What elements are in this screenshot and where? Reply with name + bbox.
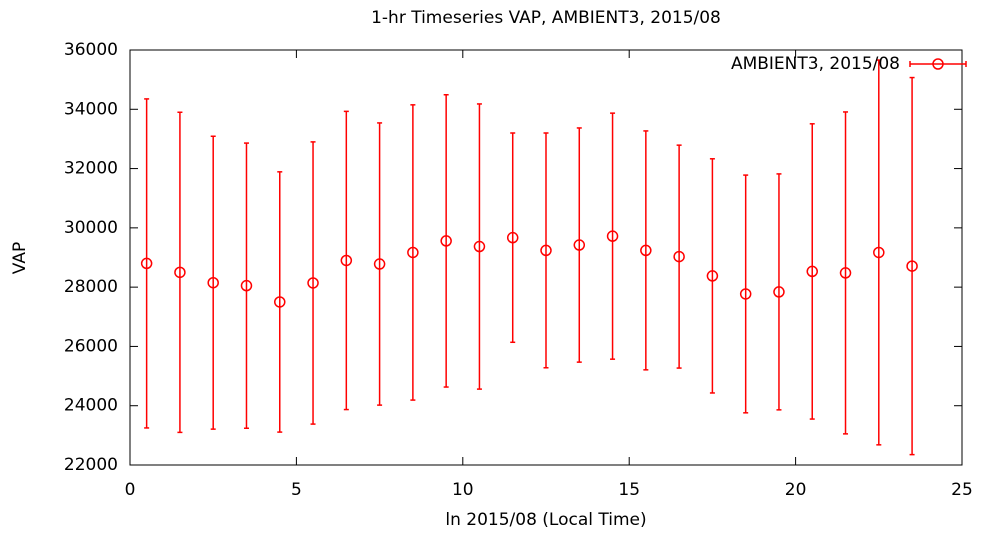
point: [373, 258, 386, 270]
point: [140, 257, 153, 270]
point: [174, 266, 186, 279]
point: [440, 235, 452, 247]
point: [773, 286, 785, 298]
point: [873, 246, 885, 259]
x-tick-label: 5: [291, 480, 302, 500]
y-tick-label: 32000: [64, 159, 118, 179]
x-tick-label: 20: [785, 480, 807, 500]
y-tick-label: 24000: [64, 396, 118, 416]
error-bar: [144, 98, 150, 429]
error-bar: [709, 158, 715, 394]
error-bar: [476, 103, 482, 390]
point: [240, 279, 253, 292]
point: [806, 265, 818, 278]
error-bar: [876, 59, 882, 446]
error-bar: [377, 122, 383, 406]
y-tick-label: 30000: [64, 218, 118, 238]
error-bar: [443, 94, 449, 388]
error-bar: [343, 110, 349, 411]
point: [407, 246, 419, 259]
plot-frame: [129, 49, 963, 466]
error-bar: [310, 141, 316, 425]
point: [540, 244, 552, 257]
error-bar: [809, 123, 815, 420]
x-tick-label: 0: [125, 480, 136, 500]
point: [640, 244, 652, 257]
error-bar: [543, 132, 549, 369]
point: [274, 296, 286, 308]
y-tick-label: 26000: [64, 336, 118, 356]
error-bar: [643, 130, 649, 371]
error-bar: [843, 111, 849, 435]
point: [473, 240, 486, 253]
point: [673, 250, 685, 263]
point: [340, 254, 353, 267]
x-tick-label: 25: [951, 480, 973, 500]
error-bar: [776, 173, 782, 411]
point: [573, 239, 586, 251]
error-bar: [676, 144, 682, 369]
error-bar: [610, 112, 616, 360]
error-bar: [177, 111, 183, 434]
error-bar: [243, 142, 249, 429]
error-bar: [210, 135, 216, 430]
point: [207, 276, 219, 289]
error-bar: [743, 174, 749, 414]
y-axis-label: VAP: [10, 242, 30, 274]
legend-marker: [932, 58, 944, 70]
x-tick-label: 15: [618, 480, 640, 500]
x-axis-label: ln 2015/08 (Local Time): [445, 510, 646, 530]
legend-label: AMBIENT3, 2015/08: [731, 54, 900, 74]
error-bar: [510, 132, 516, 344]
point: [906, 260, 918, 272]
y-tick-label: 34000: [64, 99, 118, 119]
point: [839, 267, 852, 279]
error-bar: [909, 76, 915, 456]
y-tick-label: 22000: [64, 455, 118, 475]
y-tick-label: 28000: [64, 277, 118, 297]
chart-title: 1-hr Timeseries VAP, AMBIENT3, 2015/08: [371, 8, 721, 28]
error-bar: [576, 127, 582, 363]
point: [307, 277, 319, 289]
error-bar: [277, 171, 283, 433]
x-tick-label: 10: [452, 480, 474, 500]
error-bar: [410, 104, 416, 401]
point: [506, 231, 519, 244]
point: [706, 270, 719, 282]
point: [606, 230, 619, 242]
y-tick-label: 36000: [64, 40, 118, 60]
point: [739, 288, 752, 300]
